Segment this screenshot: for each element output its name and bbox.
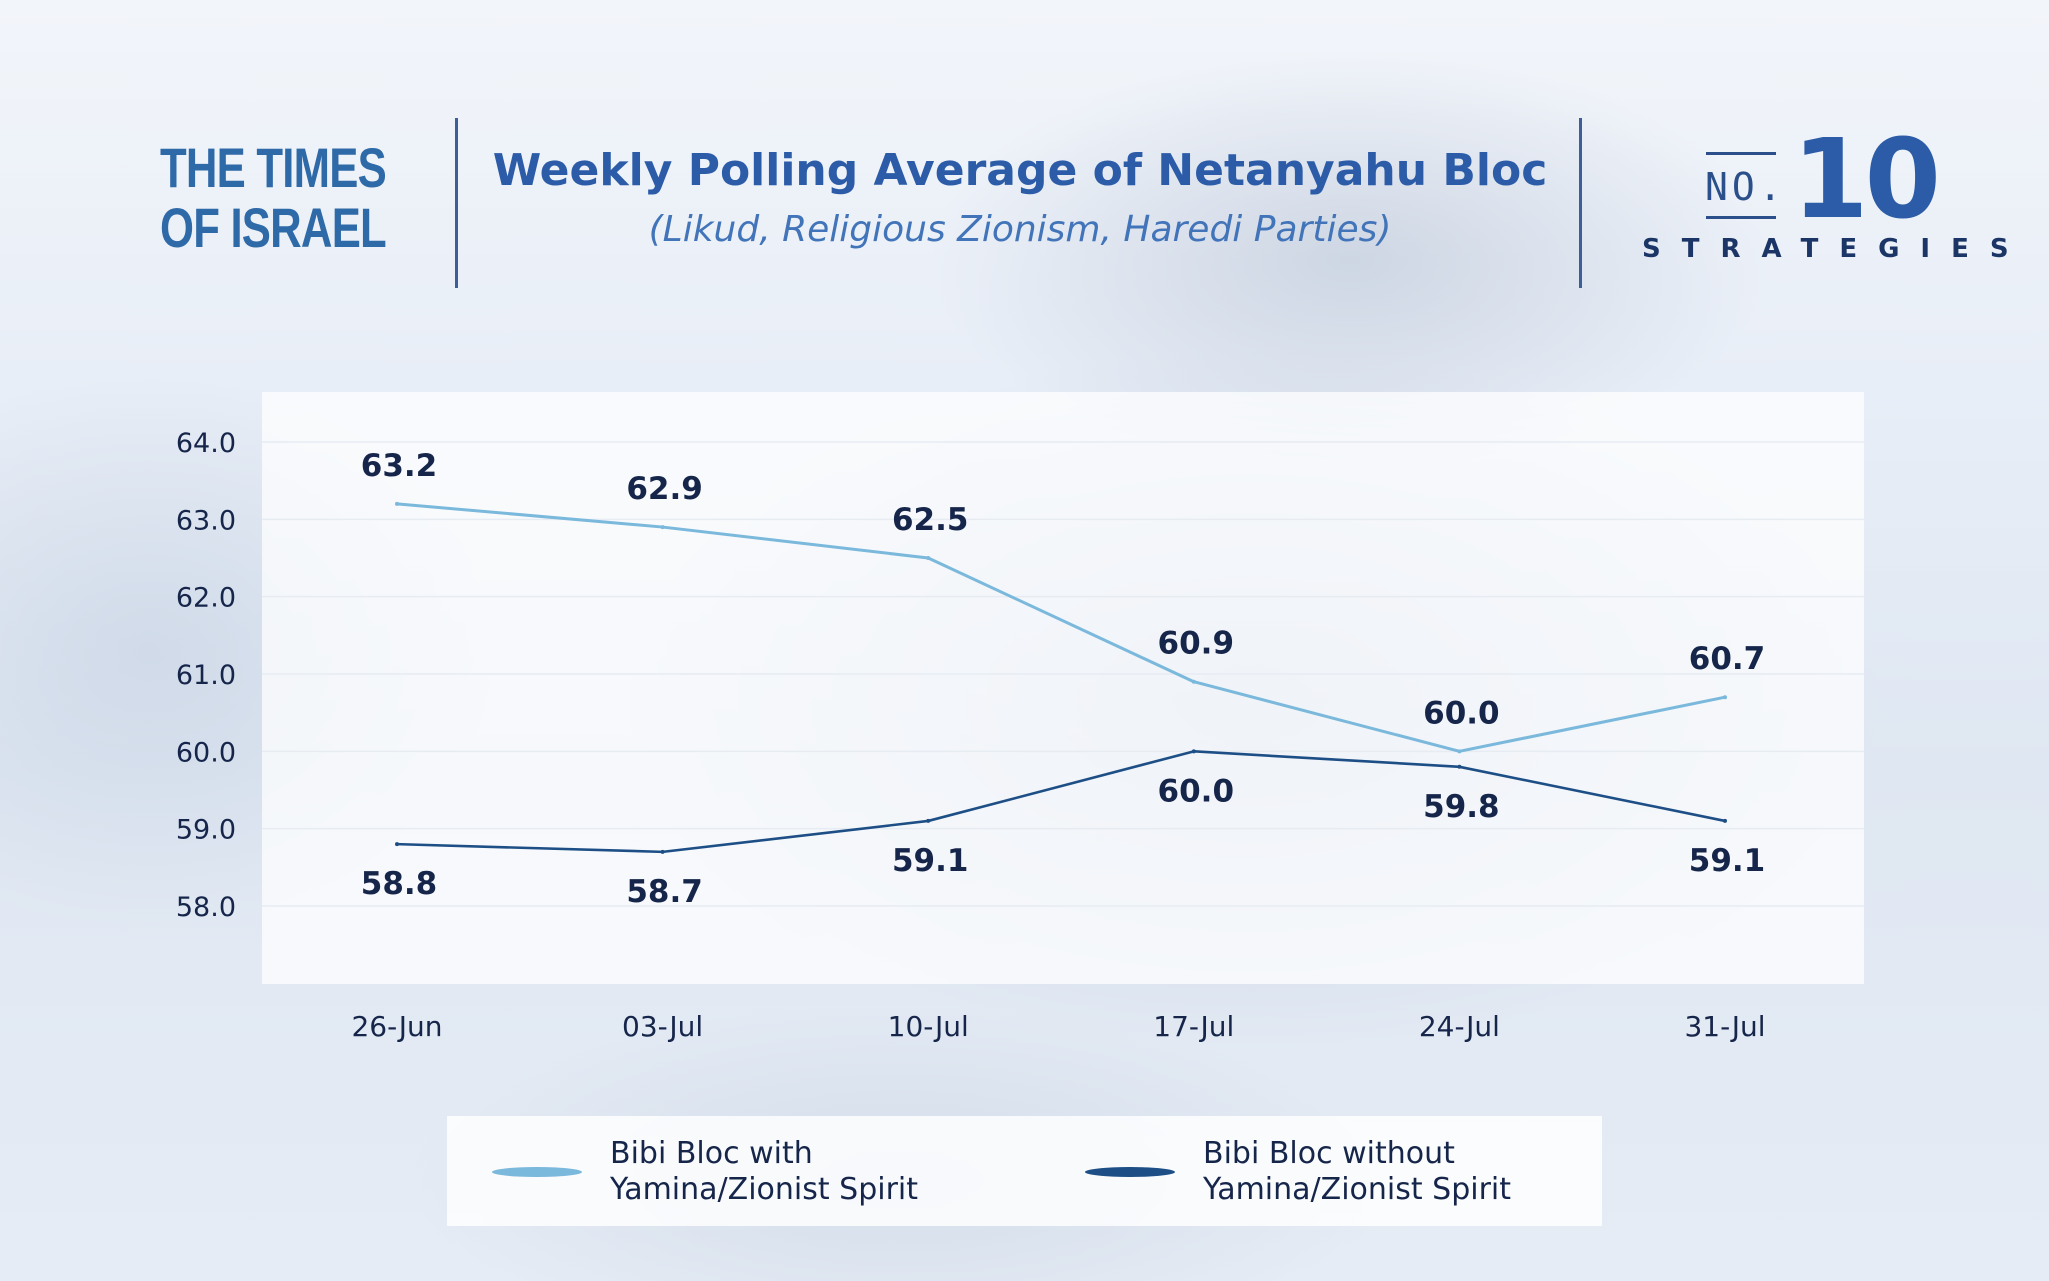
data-label: 59.1 xyxy=(1689,843,1766,879)
header-divider-left xyxy=(455,118,458,288)
data-point xyxy=(660,849,665,854)
data-label: 58.7 xyxy=(626,874,703,910)
header-divider-right xyxy=(1579,118,1582,288)
data-point xyxy=(1457,764,1462,769)
y-tick-label: 61.0 xyxy=(176,660,236,691)
data-label: 60.7 xyxy=(1689,641,1766,677)
y-tick-label: 59.0 xyxy=(176,815,236,846)
legend-swatch-dark-blue xyxy=(1085,1167,1175,1177)
brand-name: STRATEGIES xyxy=(1642,234,2030,264)
data-label: 60.9 xyxy=(1158,626,1235,662)
brand-no-rule-top xyxy=(1706,152,1776,155)
data-label: 58.8 xyxy=(361,866,438,902)
chart-plot-area xyxy=(262,392,1864,984)
data-point xyxy=(395,501,399,506)
chart-legend: Bibi Bloc with Yamina/Zionist Spirit Bib… xyxy=(447,1116,1602,1226)
brand-number: 10 xyxy=(1792,115,1941,243)
publisher-logo-line-1: THE TIMES xyxy=(160,136,387,199)
data-point xyxy=(1191,679,1196,684)
legend-swatch-light-blue xyxy=(492,1167,582,1177)
data-label: 63.2 xyxy=(361,448,438,484)
data-label: 60.0 xyxy=(1423,695,1500,731)
x-tick-label: 26-Jun xyxy=(351,1010,442,1043)
x-tick-label: 17-Jul xyxy=(1153,1010,1234,1043)
legend-label-without-yamina: Bibi Bloc without Yamina/Zionist Spirit xyxy=(1203,1136,1512,1207)
brand-no-rule-bottom xyxy=(1706,216,1776,219)
data-point xyxy=(395,842,399,847)
data-point xyxy=(1723,695,1727,700)
y-tick-label: 58.0 xyxy=(176,892,236,923)
data-point xyxy=(926,556,931,560)
legend-label-with-yamina: Bibi Bloc with Yamina/Zionist Spirit xyxy=(610,1136,919,1207)
y-tick-label: 60.0 xyxy=(176,737,236,768)
data-point xyxy=(1457,749,1462,754)
data-label: 59.1 xyxy=(892,843,969,879)
data-point xyxy=(1191,749,1196,754)
publisher-logo: THE TIMES OF ISRAEL xyxy=(160,136,387,259)
series-line-2 xyxy=(396,750,1726,854)
x-tick-label: 03-Jul xyxy=(622,1010,703,1043)
data-point xyxy=(1723,818,1727,823)
x-tick-label: 10-Jul xyxy=(888,1010,969,1043)
legend-item-without-yamina: Bibi Bloc without Yamina/Zionist Spirit xyxy=(1085,1136,1511,1208)
chart-subtitle: (Likud, Religious Zionism, Haredi Partie… xyxy=(648,209,1392,250)
data-label: 59.8 xyxy=(1423,789,1500,825)
y-tick-label: 64.0 xyxy=(176,428,236,459)
data-label: 60.0 xyxy=(1158,773,1235,809)
data-label: 62.9 xyxy=(626,471,703,507)
legend-item-with-yamina: Bibi Bloc with Yamina/Zionist Spirit xyxy=(492,1136,918,1208)
x-tick-label: 24-Jul xyxy=(1419,1010,1500,1043)
data-point xyxy=(926,818,931,823)
publisher-logo-line-2: OF ISRAEL xyxy=(160,196,387,259)
x-tick-label: 31-Jul xyxy=(1684,1010,1765,1043)
y-tick-label: 62.0 xyxy=(176,583,236,614)
brand-no: NO. xyxy=(1705,165,1786,209)
chart-title: Weekly Polling Average of Netanyahu Bloc xyxy=(492,145,1548,196)
series-line-1 xyxy=(396,502,1726,753)
data-point xyxy=(660,525,665,530)
data-label: 62.5 xyxy=(892,502,969,538)
y-tick-label: 63.0 xyxy=(176,505,236,536)
